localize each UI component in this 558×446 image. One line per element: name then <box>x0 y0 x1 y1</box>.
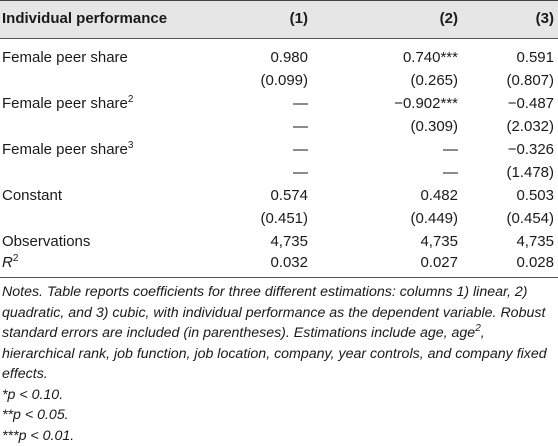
table-row: Female peer share3 — — −0.326 <box>0 139 558 161</box>
cell-col-1: 0.032 <box>270 252 308 274</box>
table-row: Observations 4,735 4,735 4,735 <box>0 231 558 253</box>
cell-col-3: 0.503 <box>516 185 554 207</box>
cell-col-2: 0.482 <box>420 185 458 207</box>
header-col-3: (3) <box>536 10 554 28</box>
significance-note: **p < 0.05. <box>2 405 554 426</box>
cell-col-2: 4,735 <box>420 231 458 253</box>
table-row: (0.099) (0.265) (0.807) <box>0 70 558 92</box>
header-col-1: (1) <box>290 10 308 28</box>
cell-col-3: 0.028 <box>516 252 554 274</box>
cell-col-1: 0.980 <box>270 47 308 69</box>
notes-text: Notes. Table reports coefficients for th… <box>2 282 554 385</box>
table-header: Individual performance (1) (2) (3) <box>0 0 558 38</box>
cell-col-1: — <box>293 162 308 184</box>
row-label: Female peer share3 <box>2 139 133 161</box>
cell-col-3: −0.326 <box>508 139 554 161</box>
table-row: Female peer share2 — −0.902*** −0.487 <box>0 93 558 115</box>
cell-col-3: (1.478) <box>506 162 554 184</box>
header-col-2: (2) <box>440 10 458 28</box>
row-label: Female peer share2 <box>2 93 133 115</box>
cell-col-2: — <box>443 139 458 161</box>
cell-col-2: (0.449) <box>410 208 458 230</box>
header-label: Individual performance <box>2 10 167 28</box>
bottom-rule <box>0 277 558 278</box>
cell-col-1: — <box>293 93 308 115</box>
cell-col-3: 4,735 <box>516 231 554 253</box>
cell-col-1: — <box>293 116 308 138</box>
table-notes: Notes. Table reports coefficients for th… <box>2 282 554 446</box>
cell-col-3: (0.807) <box>506 70 554 92</box>
significance-note: *p < 0.10. <box>2 385 554 406</box>
row-label: Observations <box>2 231 90 253</box>
cell-col-2: (0.265) <box>410 70 458 92</box>
table-row: R2 0.032 0.027 0.028 <box>0 252 558 274</box>
cell-col-2: −0.902*** <box>394 93 458 115</box>
cell-col-2: (0.309) <box>410 116 458 138</box>
cell-col-1: 4,735 <box>270 231 308 253</box>
cell-col-3: (0.454) <box>506 208 554 230</box>
cell-col-1: (0.451) <box>260 208 308 230</box>
table-row: — — (1.478) <box>0 162 558 184</box>
cell-col-3: (2.032) <box>506 116 554 138</box>
table-row: (0.451) (0.449) (0.454) <box>0 208 558 230</box>
cell-col-2: 0.027 <box>420 252 458 274</box>
significance-note: ***p < 0.01. <box>2 426 554 446</box>
table-row: Female peer share 0.980 0.740*** 0.591 <box>0 47 558 69</box>
row-label: Female peer share <box>2 47 128 69</box>
cell-col-2: — <box>443 162 458 184</box>
top-rule <box>0 0 558 1</box>
regression-table: Individual performance (1) (2) (3) Femal… <box>0 0 558 421</box>
row-label: Constant <box>2 185 62 207</box>
cell-col-1: (0.099) <box>260 70 308 92</box>
table-row: — (0.309) (2.032) <box>0 116 558 138</box>
table-row: Constant 0.574 0.482 0.503 <box>0 185 558 207</box>
cell-col-2: 0.740*** <box>403 47 458 69</box>
row-label: R2 <box>2 252 18 274</box>
cell-col-3: −0.487 <box>508 93 554 115</box>
cell-col-1: — <box>293 139 308 161</box>
cell-col-1: 0.574 <box>270 185 308 207</box>
cell-col-3: 0.591 <box>516 47 554 69</box>
header-rule <box>0 38 558 39</box>
